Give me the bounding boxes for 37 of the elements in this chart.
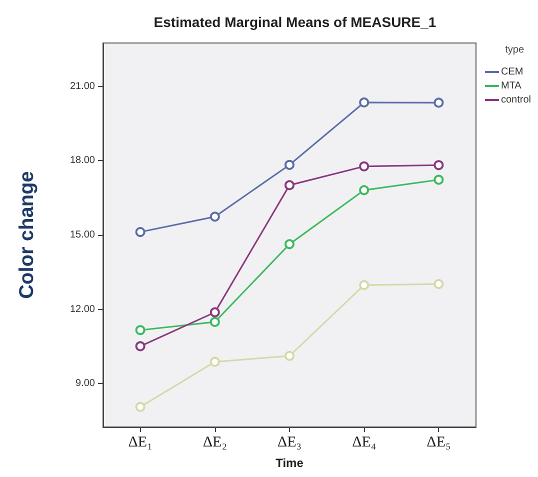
point — [284, 239, 294, 250]
x-tick-label: ΔE₄ — [352, 434, 376, 450]
point — [210, 212, 220, 222]
point — [284, 350, 294, 361]
x-tick-label: ΔE₂ — [202, 434, 227, 450]
x-tick-label: ΔE₁ — [128, 434, 152, 450]
point — [359, 161, 370, 172]
point — [210, 316, 220, 327]
point — [210, 356, 220, 367]
y-axis-title: Color change — [16, 171, 38, 299]
point — [359, 185, 370, 196]
point — [434, 98, 444, 108]
legend-label: CEM — [500, 66, 524, 78]
point — [135, 402, 146, 412]
x-axis-title: Time — [276, 456, 304, 470]
legend-label: control — [500, 94, 531, 106]
legend-title: type — [505, 44, 524, 56]
y-tick-label: 12.00 — [70, 304, 96, 315]
point — [135, 325, 146, 336]
y-tick-label: 15.00 — [70, 230, 96, 240]
point — [210, 307, 220, 318]
legend-label: MTA — [500, 80, 522, 92]
point — [284, 180, 294, 190]
point — [284, 160, 294, 170]
x-tick-label: ΔE₃ — [277, 434, 302, 450]
point — [359, 97, 370, 108]
point — [434, 279, 444, 290]
chart-title: Estimated Marginal Means of MEASURE_1 — [154, 14, 436, 30]
point — [135, 227, 146, 238]
point — [135, 341, 146, 352]
y-tick-label: 18.00 — [70, 155, 96, 166]
x-tick-label: ΔE₅ — [426, 434, 451, 450]
point — [434, 174, 444, 185]
y-tick-label: 21.00 — [70, 80, 96, 92]
point — [359, 280, 370, 290]
point — [434, 160, 444, 170]
y-tick-label: 9.00 — [76, 378, 96, 390]
